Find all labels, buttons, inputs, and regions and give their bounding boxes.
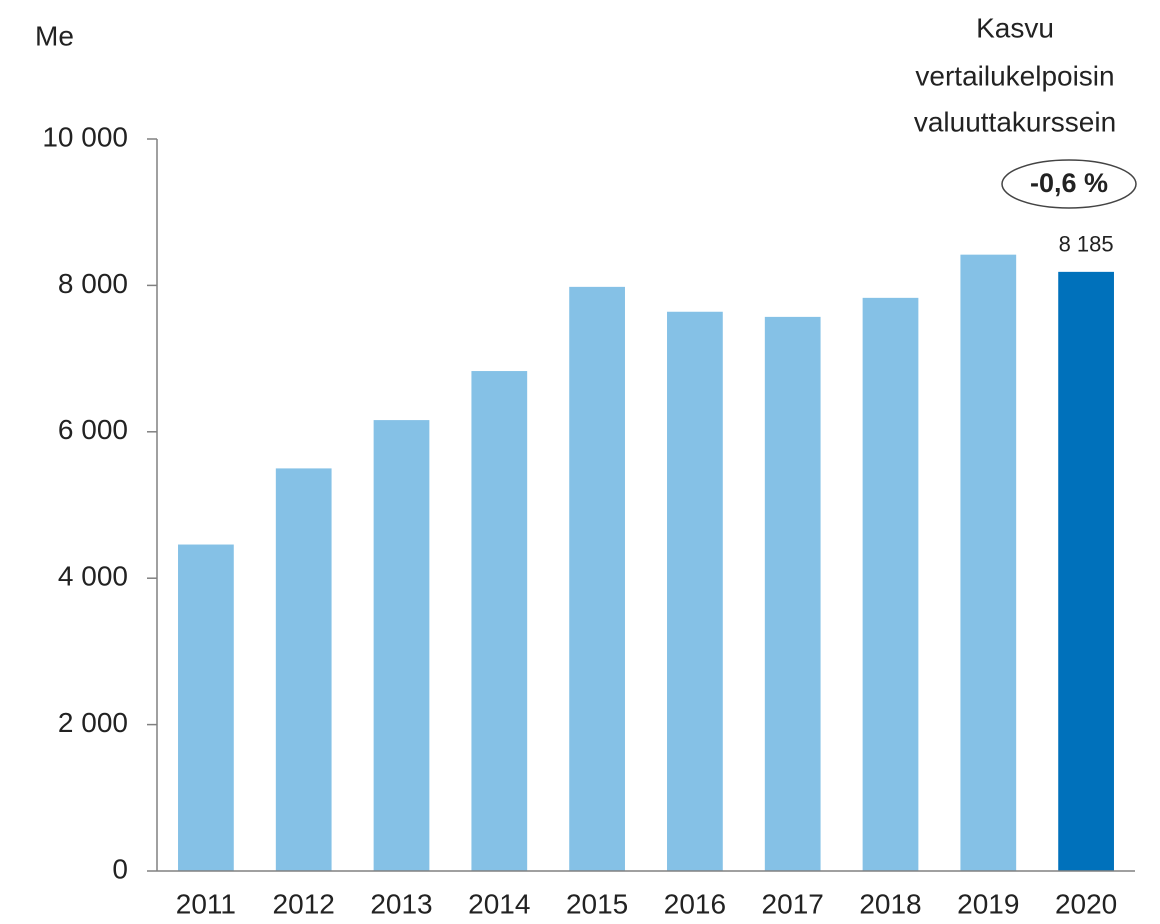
x-tick-label: 2017 <box>762 888 824 919</box>
x-tick-label: 2013 <box>370 888 432 919</box>
bar <box>862 297 919 871</box>
y-tick-label: 2 000 <box>58 707 128 738</box>
x-tick-label: 2014 <box>468 888 530 919</box>
annotation: vertailukelpoisin <box>915 60 1114 91</box>
y-tick-label: 0 <box>112 853 128 884</box>
y-tick-label: 6 000 <box>58 414 128 445</box>
x-tick-label: 2020 <box>1055 888 1117 919</box>
y-tick-label: 4 000 <box>58 561 128 592</box>
y-tick-label: 8 000 <box>58 268 128 299</box>
bar <box>373 420 430 871</box>
x-tick-label: 2018 <box>859 888 921 919</box>
bar <box>275 468 332 871</box>
growth-value: -0,6 % <box>1030 168 1108 198</box>
bar <box>764 316 821 872</box>
x-tick-label: 2016 <box>664 888 726 919</box>
bar <box>471 371 528 871</box>
annotation: Kasvu <box>976 12 1054 43</box>
x-tick-label: 2011 <box>176 888 236 919</box>
x-tick-label: 2012 <box>273 888 335 919</box>
bar <box>569 286 625 871</box>
bar <box>1058 271 1114 871</box>
y-tick-label: 10 000 <box>42 121 128 152</box>
y-axis-label: Me <box>35 20 74 51</box>
bar <box>960 254 1017 871</box>
x-tick-label: 2019 <box>957 888 1019 919</box>
value-label: 8 185 <box>1059 232 1114 257</box>
annotation: valuuttakurssein <box>914 106 1116 137</box>
bar <box>667 311 723 871</box>
growth-badge <box>1001 159 1137 209</box>
x-tick-label: 2015 <box>566 888 628 919</box>
bar <box>178 544 234 871</box>
